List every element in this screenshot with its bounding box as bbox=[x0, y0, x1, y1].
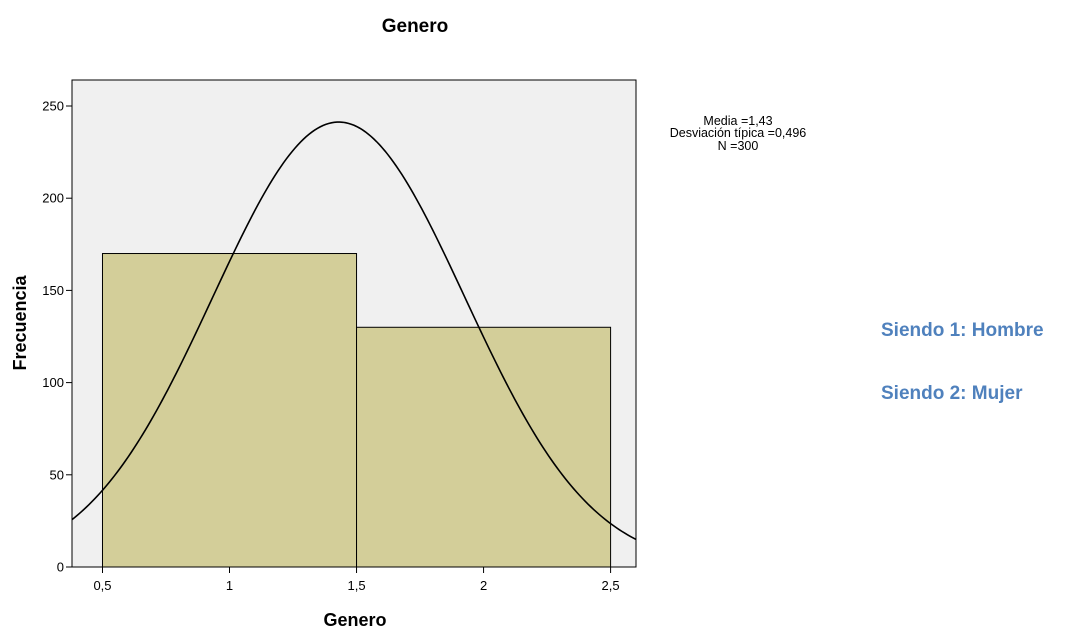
y-tick-label: 100 bbox=[42, 375, 64, 390]
normal-curve bbox=[71, 121, 637, 541]
x-tick-label: 2 bbox=[480, 578, 487, 593]
y-axis-title: Frecuencia bbox=[10, 274, 30, 370]
stat-mean: Media =1,43 bbox=[703, 114, 772, 128]
x-tick-label: 0,5 bbox=[93, 578, 111, 593]
histogram-bar-2 bbox=[356, 326, 612, 568]
y-tick-label: 150 bbox=[42, 283, 64, 298]
histogram-bar-1 bbox=[101, 253, 358, 568]
y-axis: 0 50 100 150 200 250 bbox=[42, 99, 72, 575]
note-hombre: Siendo 1: Hombre bbox=[881, 320, 1044, 341]
y-tick-label: 0 bbox=[57, 560, 64, 575]
x-axis-title: Genero bbox=[323, 610, 386, 628]
y-tick-label: 50 bbox=[50, 467, 64, 482]
y-tick-label: 200 bbox=[42, 191, 64, 206]
y-tick-label: 250 bbox=[42, 99, 64, 114]
x-tick-label: 1,5 bbox=[348, 578, 366, 593]
x-tick-label: 2,5 bbox=[602, 578, 620, 593]
chart-title: Genero bbox=[382, 16, 449, 37]
x-tick-label: 1 bbox=[226, 578, 233, 593]
stat-n: N =300 bbox=[718, 139, 759, 153]
stat-std-dev: Desviación típica =0,496 bbox=[670, 126, 807, 140]
x-axis: 0,5 1 1,5 2 2,5 bbox=[93, 567, 620, 593]
stats-box: Media =1,43 Desviación típica =0,496 N =… bbox=[670, 114, 807, 153]
note-mujer: Siendo 2: Mujer bbox=[881, 383, 1023, 404]
plot-frame bbox=[71, 79, 637, 568]
